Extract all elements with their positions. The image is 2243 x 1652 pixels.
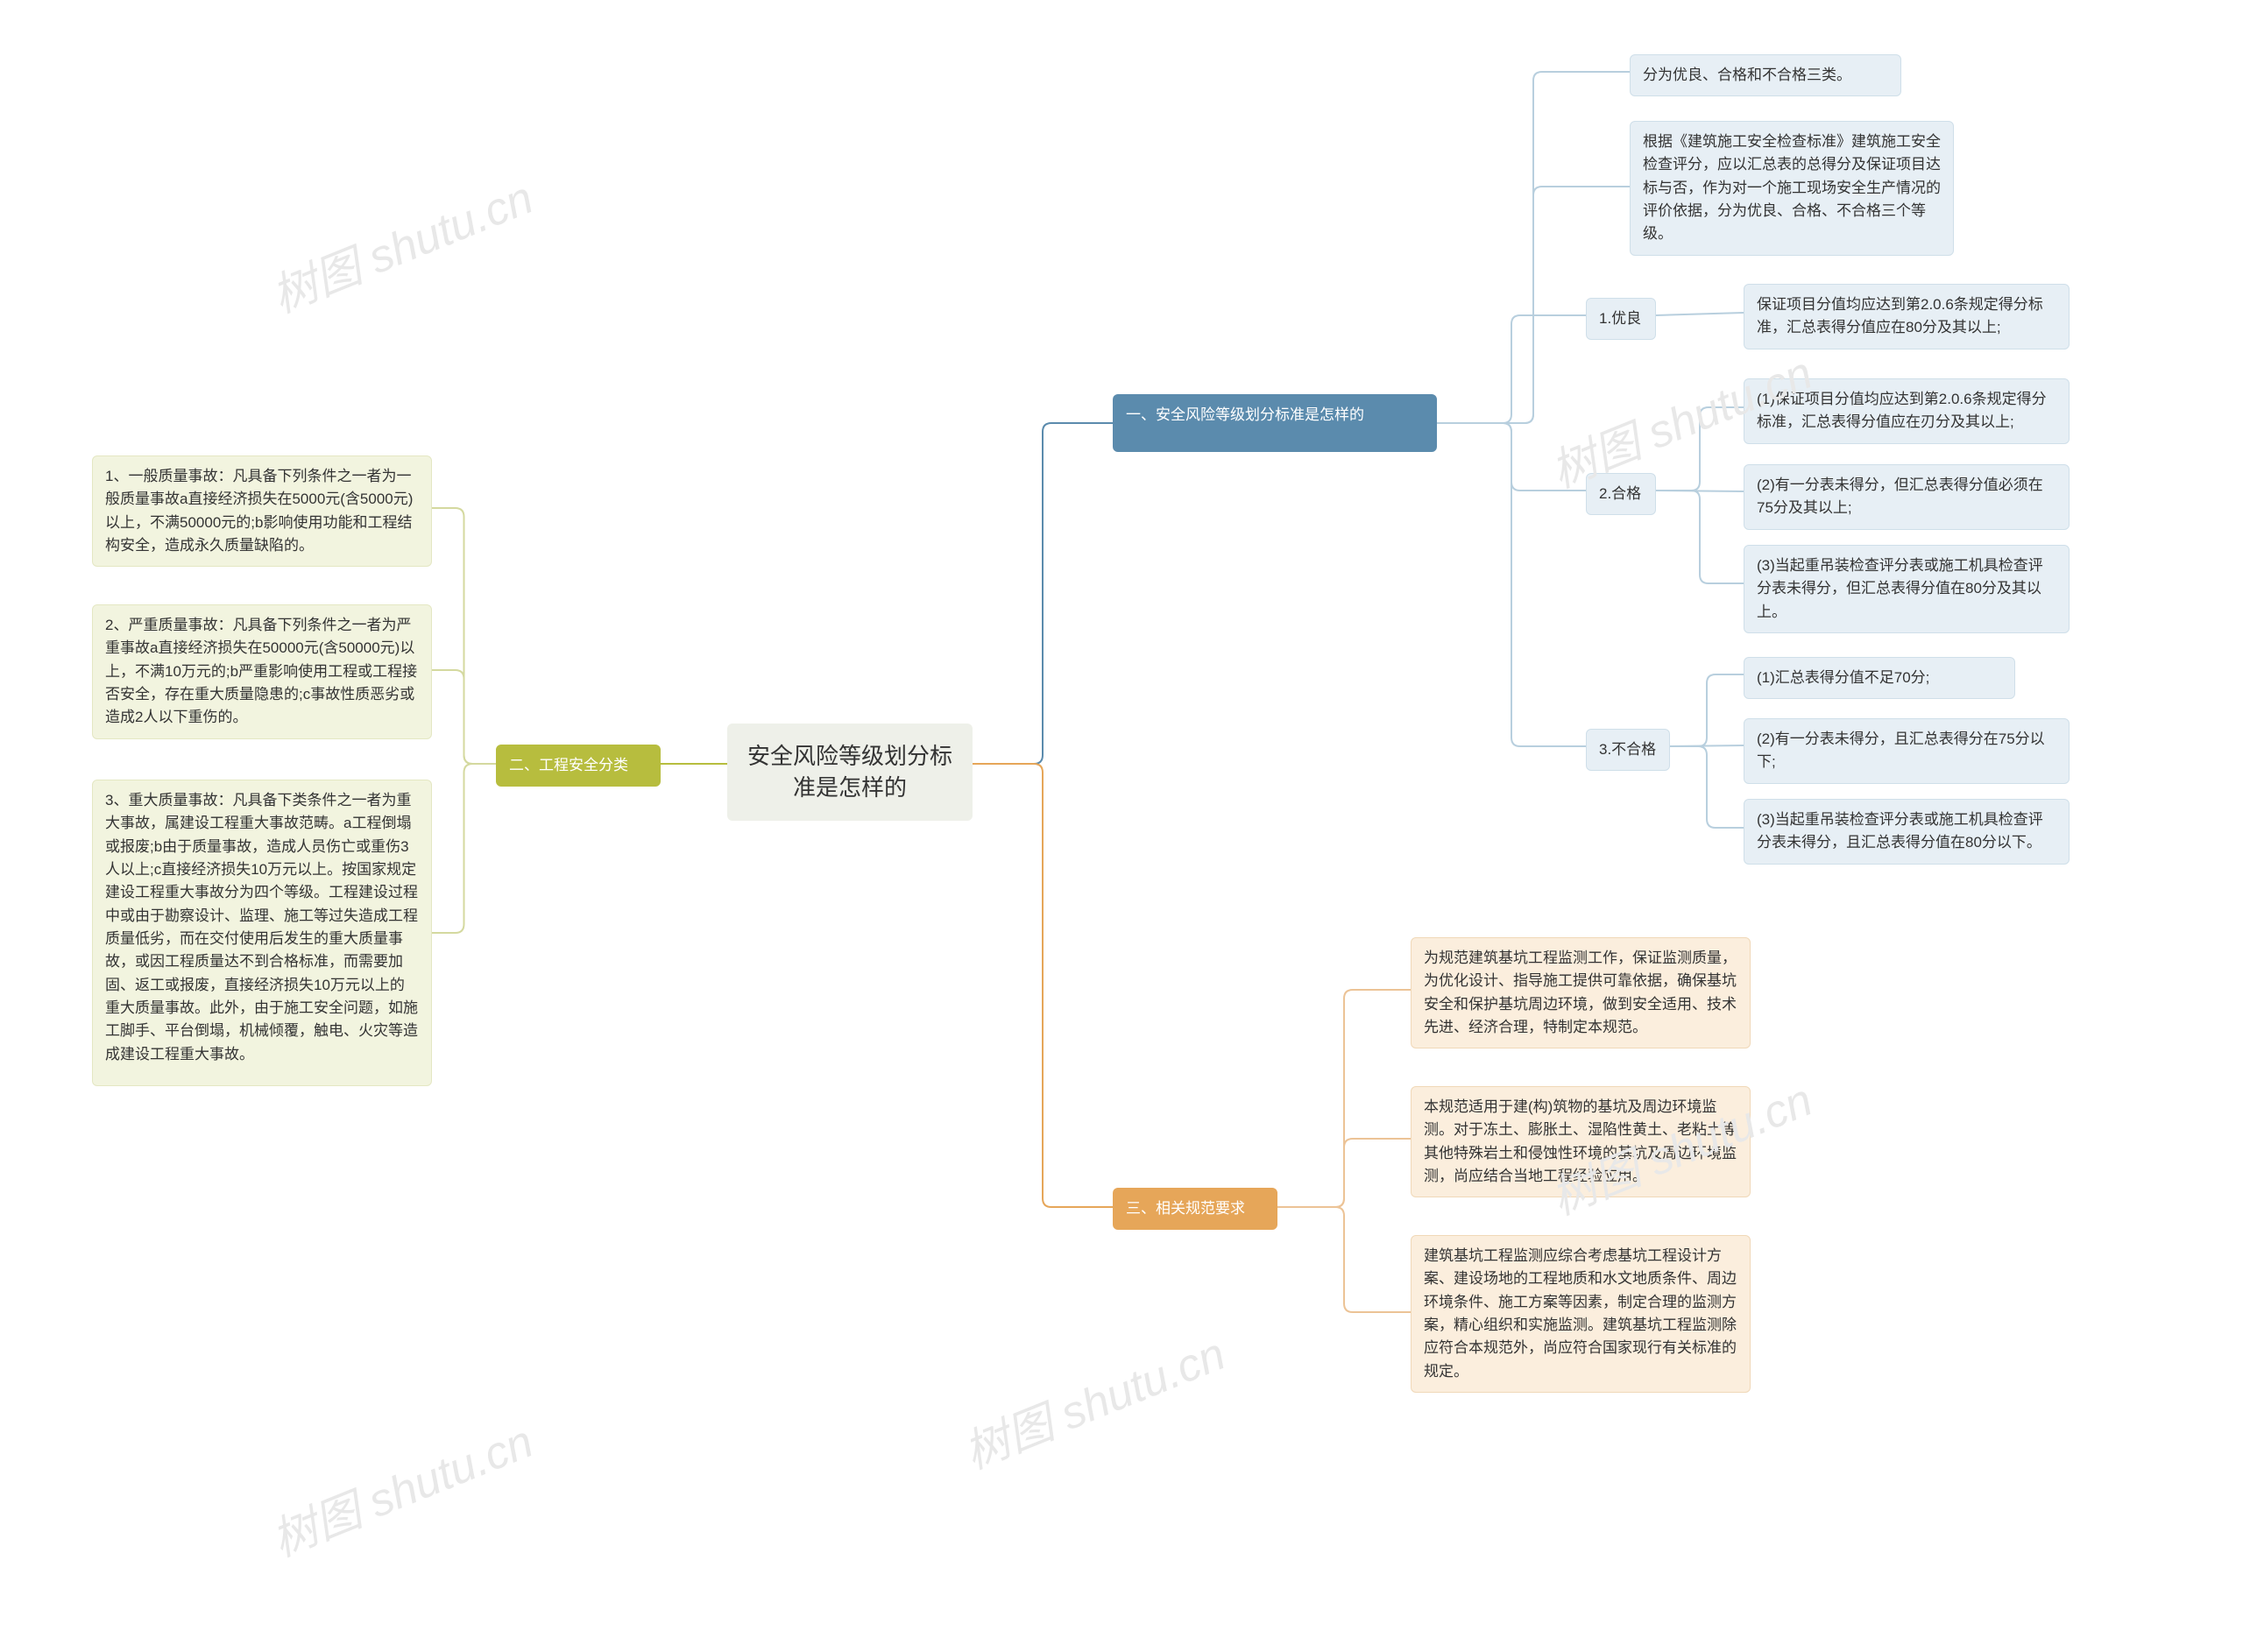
- connector: [1437, 423, 1586, 491]
- connector: [1277, 1207, 1411, 1312]
- connector: [432, 508, 496, 764]
- connector: [1277, 1139, 1411, 1207]
- mindmap-node[interactable]: (2)有一分表未得分，且汇总表得分在75分以下;: [1744, 718, 2070, 784]
- connector: [432, 764, 496, 933]
- connector: [973, 764, 1113, 1207]
- mindmap-node[interactable]: 分为优良、合格和不合格三类。: [1630, 54, 1901, 96]
- connector: [1670, 674, 1744, 746]
- connector: [1656, 491, 1744, 583]
- connector: [973, 423, 1113, 764]
- connector: [1670, 746, 1744, 828]
- root-node[interactable]: 安全风险等级划分标准是怎样的: [727, 724, 973, 821]
- watermark: 树图 shutu.cn: [260, 1405, 541, 1570]
- watermark: 树图 shutu.cn: [952, 1317, 1233, 1482]
- connector: [432, 670, 496, 764]
- mindmap-node[interactable]: 根据《建筑施工安全检查标准》建筑施工安全检查评分，应以汇总表的总得分及保证项目达…: [1630, 121, 1954, 256]
- mindmap-node[interactable]: 3.不合格: [1586, 729, 1670, 771]
- mindmap-node[interactable]: 一、安全风险等级划分标准是怎样的: [1113, 394, 1437, 452]
- mindmap-node[interactable]: 2、严重质量事故：凡具备下列条件之一者为严重事故a直接经济损失在50000元(含…: [92, 604, 432, 739]
- connector: [1437, 72, 1630, 423]
- connector: [1437, 423, 1586, 746]
- mindmap-node[interactable]: (1)汇总表得分值不足70分;: [1744, 657, 2015, 699]
- mindmap-node[interactable]: 本规范适用于建(构)筑物的基坑及周边环境监测。对于冻土、膨胀土、湿陷性黄土、老粘…: [1411, 1086, 1751, 1197]
- connector: [1656, 313, 1744, 315]
- connector: [1277, 990, 1411, 1207]
- mindmap-node[interactable]: 1、一般质量事故：凡具备下列条件之一者为一般质量事故a直接经济损失在5000元(…: [92, 455, 432, 567]
- mindmap-node[interactable]: (1)保证项目分值均应达到第2.0.6条规定得分标准，汇总表得分值应在刃分及其以…: [1744, 378, 2070, 444]
- mindmap-node[interactable]: (2)有一分表未得分，但汇总表得分值必须在75分及其以上;: [1744, 464, 2070, 530]
- mindmap-node[interactable]: 2.合格: [1586, 473, 1656, 515]
- mindmap-node[interactable]: 3、重大质量事故：凡具备下类条件之一者为重大事故，属建设工程重大事故范畴。a工程…: [92, 780, 432, 1086]
- mindmap-node[interactable]: (3)当起重吊装检查评分表或施工机具检查评分表未得分，且汇总表得分值在80分以下…: [1744, 799, 2070, 865]
- mindmap-node[interactable]: 1.优良: [1586, 298, 1656, 340]
- mindmap-node[interactable]: (3)当起重吊装检查评分表或施工机具检查评分表未得分，但汇总表得分值在80分及其…: [1744, 545, 2070, 633]
- mindmap-node[interactable]: 二、工程安全分类: [496, 745, 661, 787]
- connector: [1437, 315, 1586, 423]
- watermark: 树图 shutu.cn: [260, 161, 541, 326]
- mindmap-node[interactable]: 三、相关规范要求: [1113, 1188, 1277, 1230]
- connector: [1656, 407, 1744, 491]
- mindmap-node[interactable]: 建筑基坑工程监测应综合考虑基坑工程设计方案、建设场地的工程地质和水文地质条件、周…: [1411, 1235, 1751, 1393]
- connector: [1670, 745, 1744, 746]
- mindmap-node[interactable]: 保证项目分值均应达到第2.0.6条规定得分标准，汇总表得分值应在80分及其以上;: [1744, 284, 2070, 349]
- mindmap-node[interactable]: 为规范建筑基坑工程监测工作，保证监测质量，为优化设计、指导施工提供可靠依据，确保…: [1411, 937, 1751, 1048]
